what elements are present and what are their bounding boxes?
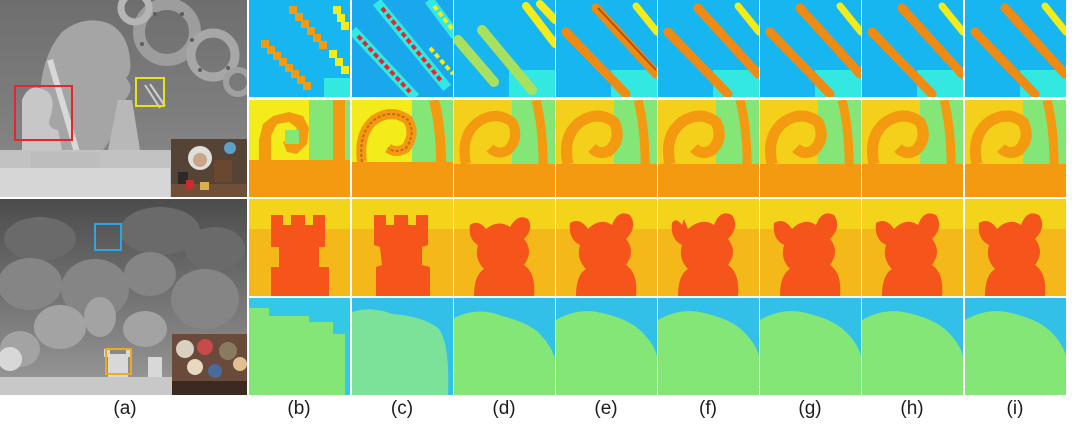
crop-row1-c — [352, 0, 453, 97]
crop-row2-f — [658, 100, 759, 197]
label-d: (d) — [492, 398, 516, 419]
crop-row4-b — [249, 298, 350, 395]
crop-row3-f — [658, 199, 759, 296]
crop-row1-i — [965, 0, 1066, 97]
label-a: (a) — [113, 398, 137, 419]
crop-row1-b — [249, 0, 350, 97]
crop-row2-i — [965, 100, 1066, 197]
crop-row1-f — [658, 0, 759, 97]
crop-row4-e — [556, 298, 657, 395]
crop-row4-d — [454, 298, 555, 395]
crop-row4-i — [965, 298, 1066, 395]
depth-map-art-bottom — [0, 199, 247, 395]
crop-row3-b — [249, 199, 350, 296]
label-c: (c) — [390, 398, 414, 419]
crop-row4-h — [862, 298, 963, 395]
crop-row2-h — [862, 100, 963, 197]
label-e: (e) — [594, 398, 618, 419]
label-g: (g) — [798, 398, 822, 419]
crop-row2-e — [556, 100, 657, 197]
crop-row1-d — [454, 0, 555, 97]
crop-row1-g — [760, 0, 861, 97]
crop-row1-e — [556, 0, 657, 97]
label-i: (i) — [1006, 398, 1024, 419]
crop-row3-g — [760, 199, 861, 296]
crop-row3-d — [454, 199, 555, 296]
crop-row3-c — [352, 199, 453, 296]
depth-map-art-top — [0, 0, 247, 197]
label-b: (b) — [287, 398, 311, 419]
crop-row4-g — [760, 298, 861, 395]
crop-row4-f — [658, 298, 759, 395]
crop-row2-b — [249, 100, 350, 197]
crop-row1-h — [862, 0, 963, 97]
crop-row3-i — [965, 199, 1066, 296]
crop-row2-d — [454, 100, 555, 197]
label-f: (f) — [699, 398, 717, 419]
crop-row2-c — [352, 100, 453, 197]
label-h: (h) — [900, 398, 924, 419]
crop-row4-c — [352, 298, 453, 395]
crop-row2-g — [760, 100, 861, 197]
crop-row3-e — [556, 199, 657, 296]
crop-row3-h — [862, 199, 963, 296]
